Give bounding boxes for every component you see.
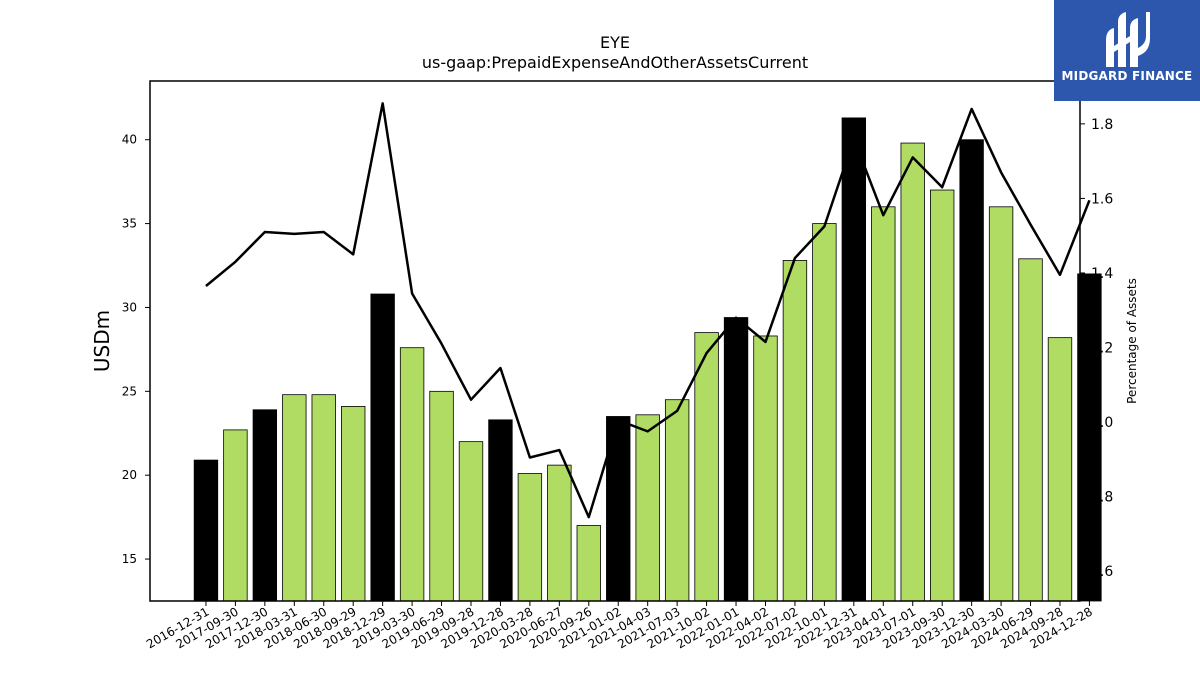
y-tick-label: 35 bbox=[122, 217, 137, 231]
y2-tick-label: 1.2 bbox=[1091, 341, 1113, 357]
midgard-logo-icon bbox=[1106, 12, 1150, 67]
bar-2021-07-03 bbox=[664, 399, 690, 602]
y2-tick-label: 1.4 bbox=[1091, 266, 1113, 282]
bar-2021-10-02 bbox=[694, 332, 719, 602]
chart-subtitle: us-gaap:PrepaidExpenseAndOtherAssetsCurr… bbox=[422, 53, 808, 72]
y2-tick-label: 0.8 bbox=[1091, 490, 1113, 506]
bar-2022-12-31 bbox=[841, 117, 867, 602]
bar-2023-12-30 bbox=[959, 139, 984, 602]
logo-text: MIDGARD FINANCE bbox=[1061, 69, 1193, 83]
bar-2024-06-29 bbox=[1018, 258, 1043, 602]
y2-tick-label: 1.0 bbox=[1091, 415, 1113, 431]
bar-2018-03-31 bbox=[282, 394, 307, 602]
bar-2022-07-02 bbox=[782, 260, 808, 602]
bar-2024-09-28 bbox=[1047, 337, 1073, 602]
left-axis: 15 20 25 30 35 40 bbox=[122, 133, 150, 566]
y2-axis-label: Percentage of Assets bbox=[1125, 278, 1139, 404]
bar-2019-06-29 bbox=[429, 390, 454, 602]
y-tick-label: 40 bbox=[122, 133, 137, 147]
bar-2022-01-01 bbox=[723, 317, 749, 602]
bar-2022-04-02 bbox=[753, 335, 778, 602]
brand-logo: MIDGARD FINANCE bbox=[1054, 0, 1200, 101]
ratio-line bbox=[205, 102, 1091, 519]
bar-2018-12-29 bbox=[370, 293, 395, 602]
bar-2023-09-30 bbox=[930, 189, 955, 602]
y-tick-label: 30 bbox=[122, 300, 137, 314]
right-axis: 0.6 0.8 1.0 1.2 1.4 1.6 1.8 bbox=[1080, 117, 1113, 580]
plot-frame bbox=[149, 80, 1081, 602]
y2-tick-label: 1.8 bbox=[1091, 117, 1113, 133]
bar-2019-12-28 bbox=[488, 419, 513, 602]
bar-2016-12-31 bbox=[193, 459, 219, 602]
y2-tick-label: 1.6 bbox=[1091, 191, 1113, 207]
y-axis-label: USDm bbox=[90, 310, 114, 372]
bar-2023-04-01 bbox=[871, 206, 896, 602]
bar-2024-03-30 bbox=[988, 206, 1014, 602]
bar-2020-09-26 bbox=[576, 525, 601, 602]
bar-2017-12-30 bbox=[252, 409, 278, 602]
y-tick-label: 15 bbox=[122, 552, 137, 566]
bar-2020-06-27 bbox=[547, 464, 572, 602]
x-axis: 2016-12-312017-09-302017-12-302018-03-31… bbox=[144, 601, 1095, 651]
bar-2019-09-28 bbox=[458, 441, 484, 602]
chart-title: EYE bbox=[600, 33, 630, 52]
bar-2024-12-28 bbox=[1077, 273, 1102, 602]
y-tick-label: 25 bbox=[122, 384, 137, 398]
bar-2019-03-30 bbox=[399, 347, 425, 602]
y-tick-label: 20 bbox=[122, 468, 137, 482]
bar-2018-09-29 bbox=[341, 406, 366, 602]
y2-tick-label: 0.6 bbox=[1091, 564, 1113, 580]
bar-2017-09-30 bbox=[223, 429, 248, 602]
bar-2022-10-01 bbox=[812, 223, 837, 602]
bar-2021-04-03 bbox=[635, 414, 660, 602]
bar-2023-07-01 bbox=[900, 142, 925, 602]
bar-2020-03-28 bbox=[517, 473, 543, 602]
bar-series bbox=[193, 117, 1102, 602]
bar-2018-06-30 bbox=[311, 394, 336, 602]
